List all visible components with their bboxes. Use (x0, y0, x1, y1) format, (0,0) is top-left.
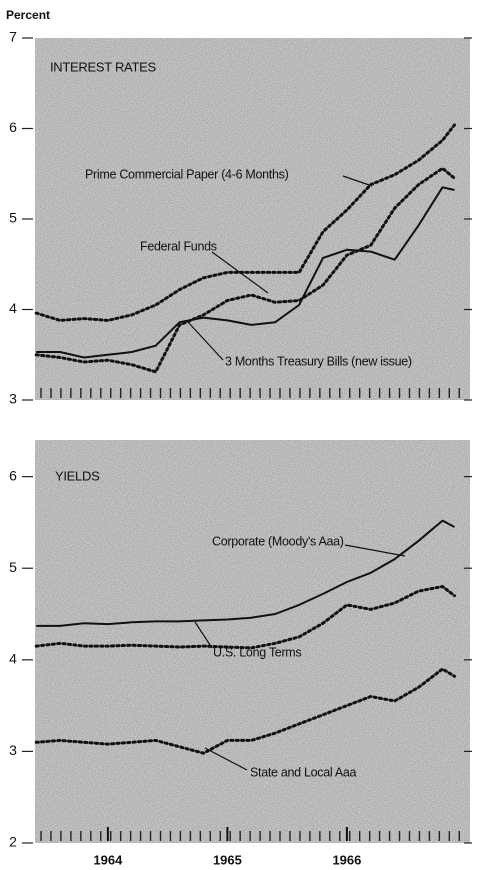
y-tick-label: 4 (9, 300, 17, 316)
x-tick-label: 1966 (332, 852, 361, 867)
y-tick-label: 3 (9, 391, 17, 407)
unit-label: Percent (6, 8, 50, 22)
y-tick-label: 6 (9, 467, 17, 483)
leader-line (194, 621, 213, 649)
series-line (34, 166, 456, 374)
series-label: Corporate (Moody's Aaa) (212, 534, 344, 548)
series-line (34, 123, 456, 322)
y-tick-label: 7 (9, 29, 17, 45)
y-tick-label: 6 (9, 119, 17, 135)
series-line (34, 667, 456, 755)
panel-title: YIELDS (55, 468, 100, 483)
series-label: U.S. Long Terms (213, 645, 301, 659)
panel-title: INTEREST RATES (50, 59, 156, 74)
leader-line (344, 544, 406, 557)
leader-line (342, 175, 373, 187)
series-label: Federal Funds (140, 239, 217, 253)
panel-texture (35, 38, 470, 400)
y-tick-label: 5 (9, 559, 17, 575)
y-tick-label: 5 (9, 210, 17, 226)
leader-line (187, 321, 224, 361)
series-line (36, 186, 455, 359)
series-label: Prime Commercial Paper (4-6 Months) (85, 167, 289, 181)
series-label: 3 Months Treasury Bills (new issue) (225, 354, 412, 368)
series-line (36, 519, 455, 627)
y-tick-label: 3 (9, 742, 17, 758)
series-line (34, 585, 456, 650)
leader-line (211, 251, 269, 294)
y-tick-label: 4 (9, 651, 17, 667)
series-label: State and Local Aaa (250, 765, 357, 779)
leader-line (204, 747, 248, 771)
panel-texture (35, 440, 470, 843)
x-tick-label: 1964 (93, 852, 123, 867)
y-tick-label: 2 (9, 834, 17, 850)
x-tick-label: 1965 (213, 852, 242, 867)
